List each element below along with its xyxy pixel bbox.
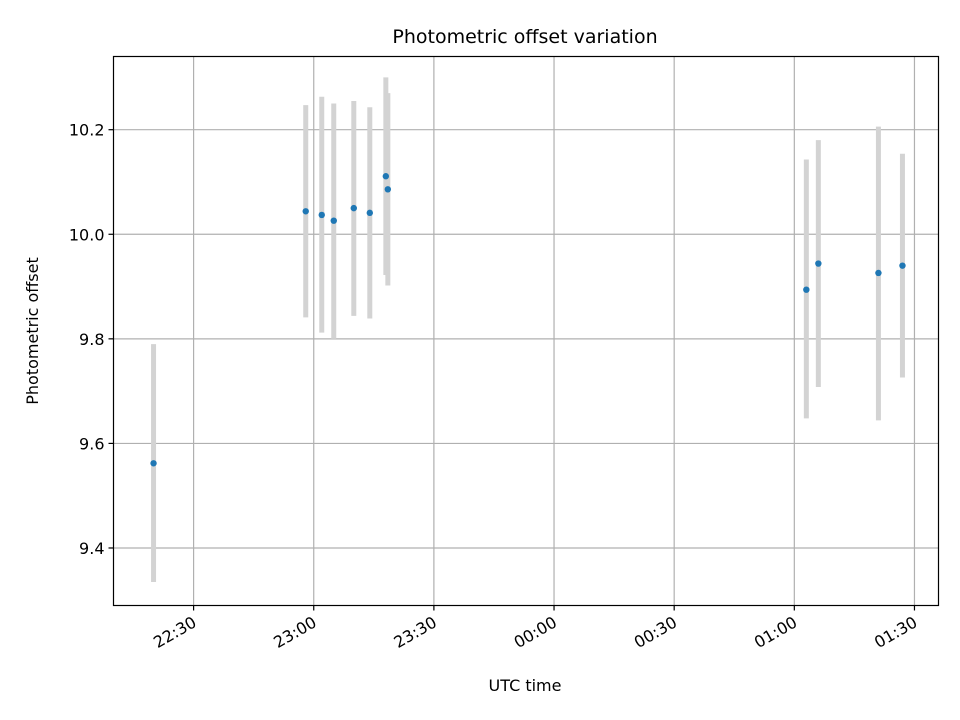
data-point xyxy=(366,209,374,217)
plot-frame xyxy=(112,55,940,607)
data-point xyxy=(803,286,810,293)
y-tick-label: 9.6 xyxy=(79,434,104,453)
chart-title: Photometric offset variation xyxy=(392,26,657,48)
data-point xyxy=(382,173,390,180)
data-point xyxy=(384,186,392,193)
y-axis-title: Photometric offset xyxy=(23,257,42,405)
data-point xyxy=(150,460,157,467)
data-point xyxy=(350,204,357,212)
data-point xyxy=(302,208,309,215)
x-axis-title: UTC time xyxy=(489,676,562,695)
y-axis: 9.4 9.6 9.8 10.0 10.2 xyxy=(69,121,114,558)
data-point xyxy=(330,217,337,224)
data-point xyxy=(875,269,882,277)
y-tick-label: 9.4 xyxy=(79,539,104,558)
y-tick-label: 9.8 xyxy=(79,330,104,349)
data-points xyxy=(150,173,906,467)
y-tick-label: 10.2 xyxy=(69,121,105,140)
data-point xyxy=(815,260,822,267)
data-point xyxy=(318,211,325,219)
y-tick-label: 10.0 xyxy=(69,225,105,244)
grid xyxy=(113,56,939,606)
data-point xyxy=(899,262,906,269)
